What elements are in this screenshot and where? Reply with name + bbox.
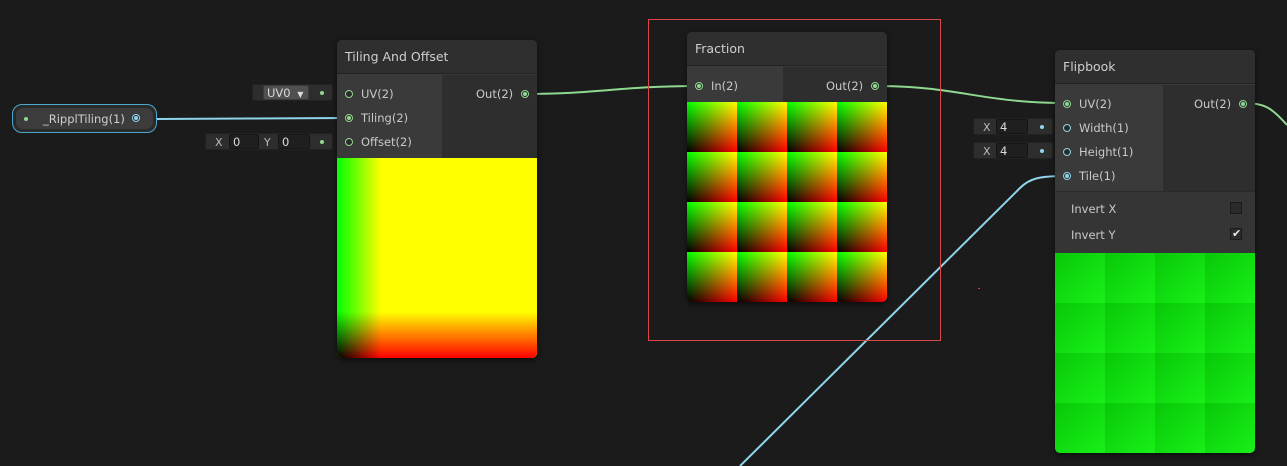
flipbook-height-port[interactable] <box>1063 148 1071 156</box>
width-field[interactable]: 4 <box>996 119 1028 134</box>
fraction-preview <box>687 102 887 302</box>
width-field-control: X 4 <box>973 118 1053 135</box>
flipbook-out-port[interactable] <box>1239 100 1247 108</box>
width-dot <box>1040 125 1044 129</box>
property-output-port[interactable] <box>132 114 140 122</box>
property-left-dot <box>24 117 28 121</box>
stray-mark <box>978 288 980 289</box>
fraction-out-label: Out(2) <box>826 79 864 93</box>
tiling-uv-label: UV(2) <box>361 87 394 101</box>
fraction-out-port[interactable] <box>871 82 879 90</box>
tiling-preview <box>337 158 537 358</box>
invert-y-label: Invert Y <box>1071 228 1116 242</box>
offset-fields: X 0 Y 0 <box>205 133 333 150</box>
property-node-ripple-tiling[interactable]: _RipplTiling(1) <box>12 104 157 133</box>
property-label: _RipplTiling(1) <box>43 112 125 126</box>
flipbook-inputs <box>1055 85 1163 191</box>
check-icon: ✔ <box>1232 227 1242 240</box>
invert-x-label: Invert X <box>1071 202 1117 216</box>
flipbook-tile-label: Tile(1) <box>1079 169 1116 183</box>
tiling-node-title[interactable]: Tiling And Offset <box>337 40 537 74</box>
offset-y-field[interactable]: 0 <box>278 134 310 149</box>
invert-y-checkbox[interactable]: ✔ <box>1230 228 1242 240</box>
uv-dropdown-dot <box>320 91 324 95</box>
tiling-preview-bottom <box>337 312 537 358</box>
flipbook-height-label: Height(1) <box>1079 145 1134 159</box>
height-x-label: X <box>983 145 991 158</box>
fraction-outputs <box>783 67 887 102</box>
height-field[interactable]: 4 <box>996 143 1028 158</box>
flipbook-width-port[interactable] <box>1063 124 1071 132</box>
flipbook-uv-label: UV(2) <box>1079 97 1112 111</box>
tiling-offset-port[interactable] <box>345 138 353 146</box>
flipbook-settings <box>1055 191 1255 254</box>
tiling-tiling-label: Tiling(2) <box>361 111 409 125</box>
fraction-node-title[interactable]: Fraction <box>687 32 887 66</box>
tiling-out-port[interactable] <box>521 90 529 98</box>
offset-x-label: X <box>215 136 223 149</box>
uv-dropdown-control[interactable]: UV0 ▼ <box>252 84 333 101</box>
offset-x-field[interactable]: 0 <box>229 134 259 149</box>
height-dot <box>1040 149 1044 153</box>
invert-x-checkbox[interactable] <box>1230 202 1242 214</box>
wire-property-to-tiling <box>156 117 349 120</box>
offset-dot <box>320 140 324 144</box>
fraction-inputs <box>687 67 783 102</box>
flipbook-preview <box>1055 253 1255 453</box>
tiling-outputs <box>442 75 537 158</box>
flipbook-out-label: Out(2) <box>1194 97 1232 111</box>
width-x-label: X <box>983 121 991 134</box>
wire-fraction-to-flipbook <box>874 85 1068 104</box>
wire-tiling-to-fraction <box>524 85 699 95</box>
selection-rectangle <box>648 19 941 341</box>
tiling-uv-port[interactable] <box>345 90 353 98</box>
tiling-tiling-port[interactable] <box>345 114 353 122</box>
uv-dropdown[interactable]: UV0 ▼ <box>263 85 309 100</box>
tiling-offset-label: Offset(2) <box>361 135 412 149</box>
flipbook-tile-port[interactable] <box>1063 172 1071 180</box>
flipbook-node-title[interactable]: Flipbook <box>1055 50 1255 84</box>
chevron-down-icon: ▼ <box>297 90 304 99</box>
height-field-control: X 4 <box>973 142 1053 159</box>
fraction-in-port[interactable] <box>695 82 703 90</box>
tiling-inputs <box>337 75 442 158</box>
flipbook-uv-port[interactable] <box>1063 100 1071 108</box>
tiling-out-label: Out(2) <box>476 87 514 101</box>
uv-dropdown-value: UV0 <box>267 86 291 100</box>
fraction-in-label: In(2) <box>711 79 738 93</box>
offset-y-label: Y <box>264 136 271 149</box>
flipbook-width-label: Width(1) <box>1079 121 1129 135</box>
